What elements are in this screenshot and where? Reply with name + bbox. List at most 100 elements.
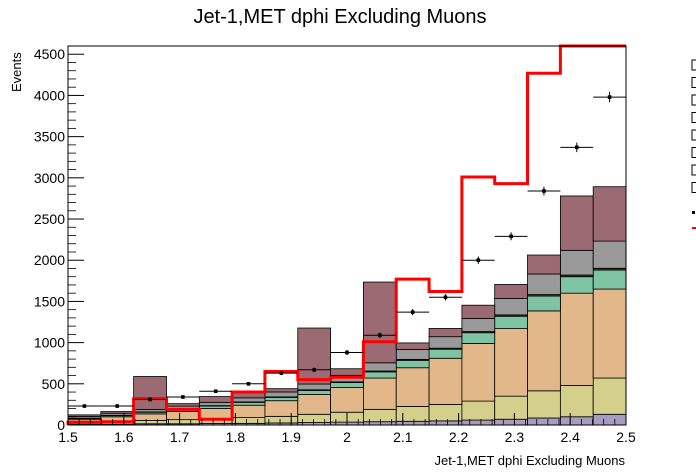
- stack-bar-0-12: [461, 419, 496, 426]
- y-tick-label: 3500: [34, 129, 65, 145]
- data-point-10: [396, 309, 430, 316]
- stack-bar-2-3: [166, 411, 200, 421]
- stack-bar-3-15: [559, 276, 594, 294]
- y-tick-label: 1000: [34, 335, 65, 351]
- stack-bar-1-10: [395, 406, 430, 422]
- stack-bar-3-14: [527, 295, 561, 312]
- data-point-4: [199, 389, 233, 394]
- data-point-1: [100, 404, 134, 408]
- stack-bar-0-16: [592, 413, 627, 426]
- legend-swatch: [691, 77, 696, 88]
- data-point-13: [494, 232, 528, 241]
- data-point-marker: [607, 95, 612, 99]
- data-point-12: [461, 256, 495, 264]
- data-point-marker: [345, 350, 349, 355]
- data-point-marker: [181, 395, 185, 399]
- stack-bar-5-15: [559, 249, 594, 276]
- stack-bar-1-11: [428, 404, 463, 422]
- data-point-marker: [476, 258, 481, 263]
- legend-swatch: [691, 112, 696, 123]
- stack-bar-1-14: [527, 390, 561, 419]
- stack-bar-2-12: [461, 343, 496, 402]
- stack-bar-0-14: [527, 417, 561, 426]
- stack-bar-3-16: [592, 269, 627, 290]
- stack-bar-2-8: [330, 387, 364, 413]
- data-point-marker: [378, 333, 382, 337]
- y-axis-label: Events: [9, 52, 24, 92]
- x-tick-label: 1.8: [226, 429, 246, 445]
- stack-bar-2-10: [395, 367, 430, 407]
- stack-bar-5-5: [231, 397, 266, 403]
- data-point-marker: [410, 310, 415, 314]
- y-tick-label: 1500: [34, 293, 65, 309]
- y-tick-label: 3000: [34, 170, 65, 186]
- y-tick-label: 2000: [34, 252, 65, 268]
- stack-bar-6-1: [100, 411, 135, 414]
- data-point-8: [330, 350, 364, 355]
- x-tick-label: 1.6: [114, 429, 134, 445]
- y-tick-label: 500: [42, 376, 66, 392]
- data-point-marker: [279, 371, 284, 375]
- data-point-marker: [312, 367, 316, 372]
- x-tick-label: 2.3: [505, 429, 525, 445]
- data-point-6: [264, 371, 298, 376]
- stack-bar-5-11: [428, 336, 463, 349]
- x-tick-label: 2.5: [616, 429, 636, 445]
- stack-bar-5-10: [395, 349, 430, 360]
- legend-swatch: [691, 59, 696, 71]
- legend-swatch: [691, 129, 696, 141]
- stack-bar-2-5: [231, 404, 266, 418]
- data-point-marker: [148, 397, 152, 402]
- stack-bar-3-12: [461, 332, 496, 344]
- x-tick-label: 2.4: [560, 429, 580, 445]
- stack-bar-1-15: [559, 385, 594, 418]
- legend-data-marker: [692, 211, 695, 214]
- stack-bar-3-11: [428, 348, 463, 359]
- stack-bar-0-15: [559, 416, 594, 426]
- y-tick-label: 0: [57, 417, 65, 433]
- data-point-11: [429, 294, 462, 301]
- stack-bar-1-6: [264, 415, 299, 424]
- data-point-2: [133, 397, 167, 402]
- stack-bar-2-6: [264, 400, 299, 417]
- chart-title: Jet-1,MET dphi Excluding Muons: [193, 6, 486, 28]
- stack-bar-2-11: [428, 357, 463, 405]
- stack-bar-5-12: [461, 317, 496, 332]
- stack-bar-1-12: [461, 400, 496, 421]
- stack-bar-1-5: [231, 417, 266, 424]
- stack-bar-6-0: [67, 414, 102, 417]
- data-point-15: [560, 142, 594, 153]
- stack-bar-6-16: [592, 186, 627, 242]
- stack-bar-5-4: [198, 401, 233, 407]
- stack-bar-6-15: [559, 195, 594, 251]
- data-point-marker: [542, 189, 546, 193]
- stack-bar-5-7: [297, 383, 331, 391]
- stack-bar-6-2: [133, 376, 167, 410]
- stack-bar-3-5: [231, 401, 266, 406]
- stack-bar-6-11: [428, 328, 463, 338]
- plot-area: 1.5 1.6 1.7 1.8 1.9 2 2.1 2.2 2.3 2.4 2.5 0 500 1000 1…: [34, 44, 696, 445]
- data-point-9: [363, 332, 397, 338]
- x-tick-label: 1.5: [58, 429, 78, 445]
- data-point-16: [593, 91, 626, 103]
- stack-bar-6-3: [166, 403, 200, 407]
- stack-bar-3-10: [395, 359, 430, 369]
- data-point-5: [232, 381, 265, 386]
- stack-bar-6-8: [330, 368, 364, 376]
- data-point-marker: [82, 404, 87, 408]
- x-axis-label: Jet-1,MET dphi Excluding Muons: [434, 453, 625, 468]
- stack-bar-0-10: [395, 420, 430, 426]
- stack-bar-5-6: [264, 391, 299, 398]
- data-point-marker: [115, 404, 120, 408]
- stack-bar-6-14: [527, 254, 561, 275]
- data-point-3: [166, 395, 200, 399]
- y-tick-label: 4000: [34, 87, 65, 103]
- x-tick-label: 2: [343, 429, 351, 445]
- stack-bar-1-13: [494, 395, 528, 420]
- data-point-7: [297, 367, 331, 372]
- legend-swatch: [691, 182, 696, 193]
- stack-bar-5-16: [592, 240, 627, 269]
- stack-bar-2-16: [592, 288, 627, 379]
- stack-bar-6-9: [363, 281, 397, 364]
- stack-bar-2-9: [363, 377, 397, 410]
